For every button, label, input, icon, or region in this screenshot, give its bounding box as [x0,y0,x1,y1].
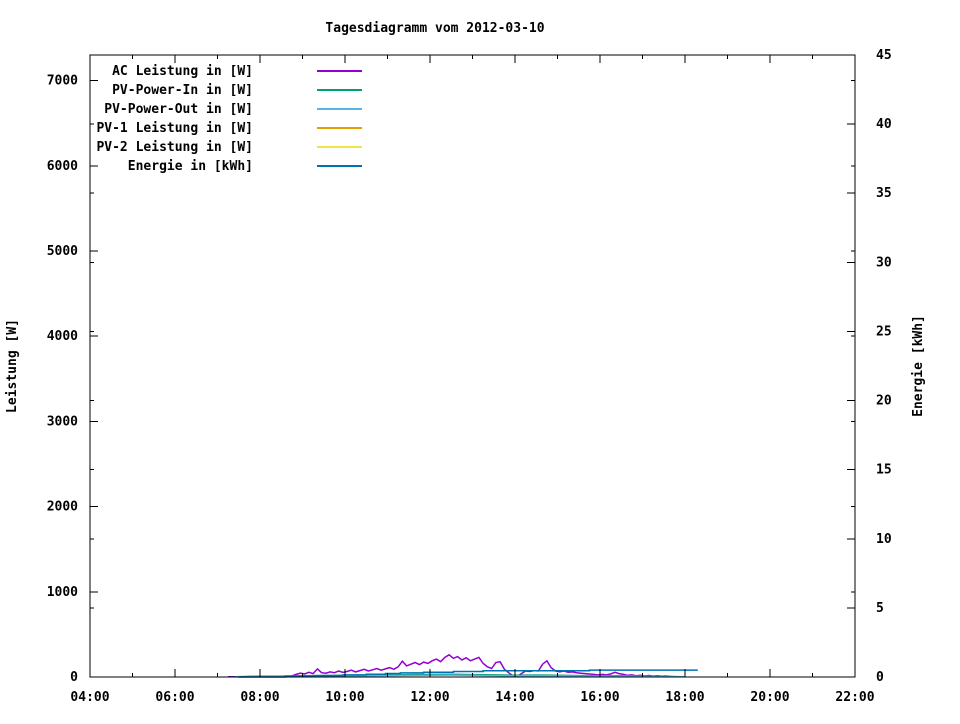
axis-ticks [89,54,856,678]
x-tick-label: 04:00 [70,690,109,705]
x-tick-label: 14:00 [495,690,534,705]
legend-label: PV-1 Leistung in [W] [96,121,253,136]
y1-tick-label: 3000 [47,414,78,429]
legend-label: PV-2 Leistung in [W] [96,140,253,155]
y2-tick-label: 10 [876,532,892,547]
legend-label: AC Leistung in [W] [112,64,253,79]
axis-tick-labels: 04:00 06:00 08:00 10:00 12:00 14:00 16:00 18:00… [47,48,892,705]
chart-title: Tagesdiagramm vom 2012-03-10 [325,21,544,36]
y1-tick-label: 1000 [47,585,78,600]
legend-label: Energie in [kWh] [128,159,253,174]
series-line-energie-in-kwh- [238,669,698,678]
x-tick-label: 20:00 [750,690,789,705]
x-tick-label: 06:00 [155,690,194,705]
y1-tick-label: 6000 [47,159,78,174]
x-tick-label: 12:00 [410,690,449,705]
x-tick-label: 16:00 [580,690,619,705]
y1-tick-label: 2000 [47,500,78,515]
y2-tick-label: 40 [876,117,892,132]
y1-tick-label: 7000 [47,74,78,89]
y2-tick-label: 25 [876,324,892,339]
x-tick-label: 08:00 [240,690,279,705]
y2-tick-label: 20 [876,394,892,409]
y2-tick-label: 45 [876,48,892,63]
series-lines [228,653,698,678]
y2-tick-label: 5 [876,601,884,616]
legend-label: PV-Power-Out in [W] [104,102,253,117]
y2-tick-label: 15 [876,463,892,478]
y2-axis-title: Energie [kWh] [911,315,926,417]
x-tick-label: 10:00 [325,690,364,705]
y2-tick-label: 35 [876,186,892,201]
legend: AC Leistung in [W] PV-Power-In in [W] PV-P… [96,64,362,174]
series-line-ac-leistung-in-w- [228,653,675,678]
y1-tick-label: 0 [70,670,78,685]
y1-tick-label: 5000 [47,244,78,259]
legend-label: PV-Power-In in [W] [112,83,253,98]
y2-tick-label: 30 [876,255,892,270]
x-tick-label: 22:00 [835,690,874,705]
y1-axis-title: Leistung [W] [5,319,20,413]
x-tick-label: 18:00 [665,690,704,705]
y2-tick-label: 0 [876,670,884,685]
y1-tick-label: 4000 [47,329,78,344]
